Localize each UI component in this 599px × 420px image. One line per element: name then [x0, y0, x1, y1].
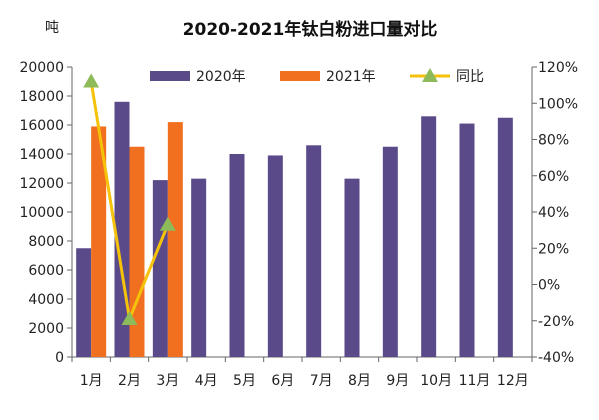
y-left-tick-label: 4000: [28, 292, 64, 308]
y-right-tick-label: 120%: [538, 60, 578, 76]
y-left-tick-label: 20000: [19, 60, 64, 76]
point-同比: [121, 310, 138, 325]
bar-2020年: [267, 155, 283, 357]
x-tick-label: 10月: [420, 373, 452, 389]
x-tick-label: 9月: [386, 373, 409, 389]
y-axis-label: 吨: [45, 20, 59, 36]
bar-2020年: [459, 123, 475, 357]
y-left-tick-label: 2000: [28, 321, 64, 337]
bar-2020年: [76, 248, 92, 357]
point-同比: [83, 73, 100, 88]
bar-2020年: [229, 154, 245, 357]
x-tick-label: 5月: [233, 373, 256, 389]
legend-swatch-2021年: [280, 71, 320, 81]
y-right-tick-label: 20%: [538, 241, 569, 257]
bar-2021年: [91, 126, 107, 357]
bar-2020年: [382, 146, 398, 357]
y-left-tick-label: 18000: [19, 89, 64, 105]
y-right-tick-label: 60%: [538, 169, 569, 185]
x-tick-label: 2月: [118, 373, 141, 389]
x-tick-label: 8月: [348, 373, 371, 389]
point-同比: [159, 216, 176, 231]
plot-area: 0 2000 4000 6000 8000 10000 12000 14000 16000 180…: [19, 60, 578, 389]
legend: 2020年 2021年 同比: [150, 68, 484, 85]
y-left-tick-label: 8000: [28, 234, 64, 250]
x-tick-label: 12月: [497, 373, 529, 389]
y-right-tick-label: 40%: [538, 205, 569, 221]
legend-swatch-2020年: [150, 71, 190, 81]
x-tick-label: 4月: [195, 373, 218, 389]
legend-label: 2021年: [326, 69, 376, 85]
x-tick-label: 11月: [459, 373, 491, 389]
y-right-tick-label: 100%: [538, 96, 578, 112]
bar-2020年: [306, 145, 322, 357]
y-left-tick-label: 16000: [19, 118, 64, 134]
legend-marker-同比: [422, 68, 438, 82]
x-tick-label: 7月: [310, 373, 333, 389]
legend-label: 同比: [456, 69, 484, 85]
y-left-tick-label: 0: [55, 350, 64, 366]
bar-2020年: [191, 178, 207, 357]
bar-2020年: [421, 116, 437, 357]
y-left-tick-label: 14000: [19, 147, 64, 163]
y-right-tick-label: 0%: [538, 278, 560, 294]
legend-label: 2020年: [196, 69, 246, 85]
x-tick-label: 3月: [156, 373, 179, 389]
y-left-tick-label: 12000: [19, 176, 64, 192]
chart-title: 2020-2021年钛白粉进口量对比: [183, 19, 438, 40]
y-left-tick-label: 10000: [19, 205, 64, 221]
bar-2020年: [497, 117, 513, 357]
bar-2021年: [167, 122, 183, 357]
bar-2020年: [344, 178, 360, 357]
y-left-tick-label: 6000: [28, 263, 64, 279]
bar-2021年: [129, 146, 145, 357]
x-tick-label: 1月: [80, 373, 103, 389]
bar-2020年: [152, 180, 168, 357]
x-tick-label: 6月: [271, 373, 294, 389]
y-right-tick-label: -20%: [538, 314, 574, 330]
y-right-tick-label: 80%: [538, 133, 569, 149]
y-right-tick-label: -40%: [538, 350, 574, 366]
